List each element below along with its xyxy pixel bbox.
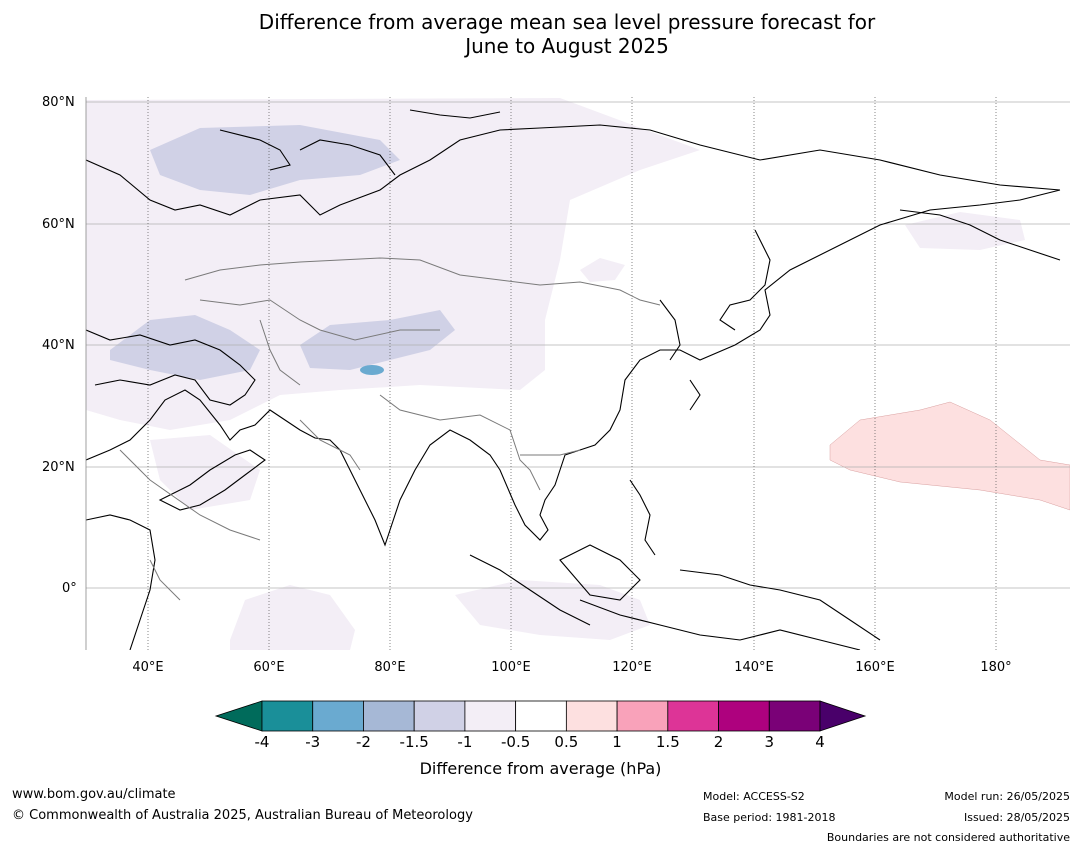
- colorbar-tick-label: 0.5: [554, 733, 579, 751]
- footer-model-run: Model run: 26/05/2025: [944, 790, 1070, 803]
- colorbar-extend-max: [819, 700, 867, 732]
- footer-base-period: Base period: 1981-2018: [703, 811, 836, 824]
- lat-label-20n: 20°N: [42, 460, 75, 475]
- lon-label-40e: 40°E: [132, 660, 164, 675]
- colorbar-tick-label: -4: [254, 733, 270, 751]
- lat-label-0: 0°: [62, 581, 77, 596]
- colorbar-bin: [515, 700, 567, 732]
- anomaly-region-caspian: [110, 315, 260, 380]
- footer-model: Model: ACCESS-S2: [703, 790, 805, 803]
- lon-label-160e: 160°E: [855, 660, 895, 675]
- colorbar-tick-label: -1: [457, 733, 473, 751]
- anomaly-region-small-1: [580, 258, 625, 282]
- colorbar-bin: [616, 700, 669, 732]
- map-title: Difference from average mean sea level p…: [0, 10, 1081, 58]
- colorbar-tick-label: -3: [305, 733, 321, 751]
- map-canvas: [85, 97, 1070, 650]
- footer-copyright: © Commonwealth of Australia 2025, Austra…: [12, 808, 473, 823]
- lon-label-120e: 120°E: [612, 660, 652, 675]
- anomaly-region-west-pacific: [829, 401, 1070, 511]
- colorbar-tick-label: 1: [612, 733, 622, 751]
- colorbar-bin: [261, 700, 314, 732]
- anomaly-region-maritime: [455, 580, 650, 640]
- colorbar-extend-min: [214, 700, 263, 732]
- footer-disclaimer: Boundaries are not considered authoritat…: [826, 831, 1070, 844]
- colorbar-tick-label: -1.5: [399, 733, 429, 751]
- colorbar-tick-label: -2: [355, 733, 371, 751]
- colorbar-bin: [667, 700, 719, 732]
- anomaly-region-tibet-core: [360, 365, 384, 375]
- coastlines: [86, 109, 1061, 650]
- gridlines: [86, 101, 1070, 589]
- colorbar-bin: [768, 700, 821, 732]
- lat-label-40n: 40°N: [42, 338, 75, 353]
- title-line-1: Difference from average mean sea level p…: [258, 10, 876, 34]
- map-panel: 80°N 60°N 40°N 20°N 0° 40°E 60°E 80°E 10…: [42, 95, 1070, 675]
- lat-label-60n: 60°N: [42, 217, 75, 232]
- colorbar-bin: [718, 700, 770, 732]
- colorbar-tick-label: -0.5: [500, 733, 531, 751]
- colorbar-tick-label: 3: [764, 733, 775, 751]
- colorbar-tick-label: 1.5: [655, 733, 680, 751]
- lon-label-180: 180°: [980, 660, 1012, 675]
- colorbar-tick-label: 4: [815, 733, 825, 751]
- colorbar-bin: [363, 700, 415, 732]
- lon-label-60e: 60°E: [253, 660, 285, 675]
- colorbar-label: Difference from average (hPa): [419, 759, 662, 778]
- colorbar: [214, 700, 867, 732]
- lon-label-100e: 100°E: [491, 660, 531, 675]
- colorbar-tick-label: 2: [713, 733, 724, 751]
- anomaly-region-bering: [905, 212, 1025, 250]
- colorbar-bin: [464, 700, 517, 732]
- anomaly-region-tibet: [300, 310, 455, 370]
- footer-issued: Issued: 28/05/2025: [963, 811, 1070, 824]
- colorbar-bin: [565, 700, 618, 732]
- colorbar-bin: [312, 700, 364, 732]
- title-line-2: June to August 2025: [465, 34, 669, 58]
- lon-label-140e: 140°E: [734, 660, 774, 675]
- colorbar-bin: [413, 700, 466, 732]
- country-borders: [119, 257, 661, 601]
- lat-label-80n: 80°N: [42, 95, 75, 110]
- meridians: [147, 97, 997, 650]
- anomaly-region-indian-ocean: [230, 585, 355, 650]
- lon-label-80e: 80°E: [374, 660, 406, 675]
- anomaly-shading: [86, 98, 1070, 650]
- footer-website: www.bom.gov.au/climate: [12, 787, 176, 802]
